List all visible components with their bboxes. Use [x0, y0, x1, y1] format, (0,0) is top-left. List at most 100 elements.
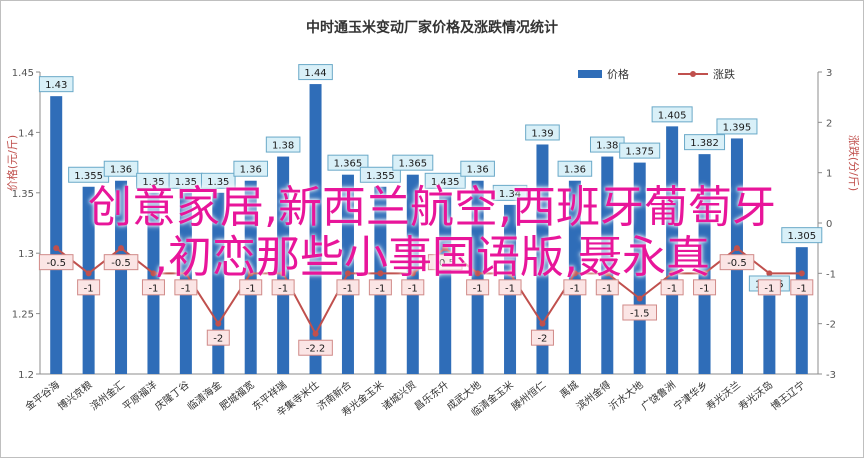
left-axis: 1.2 1.25 1.3 1.35 1.4 1.45	[12, 68, 818, 381]
bar	[633, 162, 646, 374]
bar-value-label-text: 1.35	[207, 177, 229, 188]
line-value-label-box	[563, 279, 587, 296]
line-point	[409, 270, 416, 277]
bar-value-label-box	[619, 142, 661, 159]
line-value-label-text: -1	[246, 283, 256, 294]
bar-value-label-text: 1.365	[334, 159, 363, 170]
line-value-label: -1.5	[622, 304, 658, 321]
bar-value-label: 1.395	[716, 118, 758, 135]
y-tick-left-label: 1.3	[18, 249, 34, 260]
line-value-label: -0.5	[103, 254, 139, 271]
bar-value-label-box	[233, 160, 269, 177]
y-tick-right-label: -3	[826, 370, 836, 381]
bar-value-label-text: 1.365	[398, 159, 427, 170]
bar	[115, 180, 128, 374]
y-tick-right-label: 1	[826, 169, 832, 180]
line-point	[733, 245, 740, 252]
line-value-label: -1	[757, 279, 781, 296]
y-tick-right-label: -2	[826, 320, 836, 331]
bar-value-label-text: 1.38	[272, 141, 294, 152]
line-point	[636, 295, 643, 302]
line-value-label-box	[239, 279, 263, 296]
line-value-label-box	[757, 279, 781, 296]
line-value-label: -1	[563, 279, 587, 296]
line-value-label-text: -1	[473, 283, 483, 294]
line-value-label-text: -1	[408, 283, 418, 294]
bar-value-label-box	[716, 118, 758, 135]
line-value-label-text: -1	[764, 283, 774, 294]
line-value-label-text: -0.5	[435, 258, 455, 269]
y-axis-right-label: 涨跌(分/斤)	[847, 135, 861, 191]
bar	[212, 192, 225, 374]
bar-value-label-box	[492, 184, 528, 201]
bar-value-label-box	[359, 166, 401, 183]
bar	[439, 192, 452, 374]
bar-value-label: 1.34	[492, 184, 528, 201]
line-point	[474, 270, 481, 277]
chart-title: 中时通玉米变动厂家价格及涨跌情况统计	[306, 19, 558, 36]
bar-value-label-text: 1.405	[658, 110, 687, 121]
bar-value-label-box	[103, 160, 139, 177]
data-labels: 1.43 1.355 1.36 1.35 1.35 1.35 1.36 1.38 1.44 1.3…	[38, 64, 823, 356]
line-value-label-box	[622, 304, 658, 321]
line-value-label-text: -1	[570, 283, 580, 294]
line-value-label: -1	[693, 279, 717, 296]
bar-value-label: 1.38	[589, 136, 625, 153]
bar	[601, 156, 614, 374]
y-tick-left-label: 1.45	[12, 68, 34, 79]
bar-value-label-text: 1.34	[499, 189, 521, 200]
line-point	[312, 330, 319, 337]
line-value-label-box	[206, 329, 230, 346]
y-axis-left-label: 价格(元/斤)	[5, 135, 19, 191]
bar-value-label-text: 1.44	[304, 68, 326, 79]
line-value-label-text: -0.5	[111, 258, 131, 269]
bar	[666, 126, 679, 374]
bar-value-label-box	[460, 160, 495, 177]
legend-line-marker	[690, 71, 696, 77]
line-value-label-text: -1	[181, 283, 191, 294]
line-value-label-box	[103, 254, 139, 271]
line-value-label-text: -1	[375, 283, 385, 294]
line-value-label-text: -1	[602, 283, 612, 294]
line-value-label: -1	[141, 279, 165, 296]
right-axis: -3 -2 -1 0 1 2 3	[817, 68, 836, 381]
line-value-label-text: -1	[148, 283, 158, 294]
line-point	[215, 320, 222, 327]
line-value-label: -1	[368, 279, 392, 296]
line-point	[182, 270, 189, 277]
legend-bar-label: 价格	[607, 67, 629, 81]
line-value-label: -1	[77, 279, 101, 296]
line-value-label: -1	[595, 279, 619, 296]
line-value-label: -0.5	[38, 254, 74, 271]
bar-value-label: 1.35	[136, 172, 171, 189]
y-tick-right-label: 3	[826, 68, 832, 79]
bar	[795, 247, 808, 374]
bar-value-label-box	[392, 154, 434, 171]
line-value-label-box	[141, 279, 165, 296]
bar-value-label-text: 1.382	[690, 138, 719, 149]
bar	[50, 96, 63, 374]
bar-value-label: 1.35	[200, 172, 236, 189]
line-value-label-box	[498, 279, 522, 296]
bar-value-label-text: 1.43	[45, 80, 67, 91]
bar-value-label: 1.36	[233, 160, 269, 177]
line-value-label: -2	[206, 329, 230, 346]
bar-value-label: 1.36	[460, 160, 495, 177]
legend: 价格 涨跌	[578, 67, 735, 81]
bar-value-label-box	[557, 160, 593, 177]
line-value-label-box	[427, 254, 463, 271]
line-value-label-text: -2	[213, 334, 223, 345]
line-value-label: -1	[790, 279, 814, 296]
line-point	[344, 270, 351, 277]
line-point	[118, 245, 125, 252]
bar-value-label: 1.365	[327, 154, 369, 171]
legend-bar-swatch	[578, 70, 602, 78]
line-value-label-box	[174, 279, 198, 296]
bar	[698, 154, 711, 374]
bar-value-label-text: 1.375	[625, 147, 654, 158]
line-value-label: -1	[660, 279, 684, 296]
line-value-label-box	[693, 279, 717, 296]
line-point	[377, 270, 384, 277]
line-point	[539, 320, 546, 327]
